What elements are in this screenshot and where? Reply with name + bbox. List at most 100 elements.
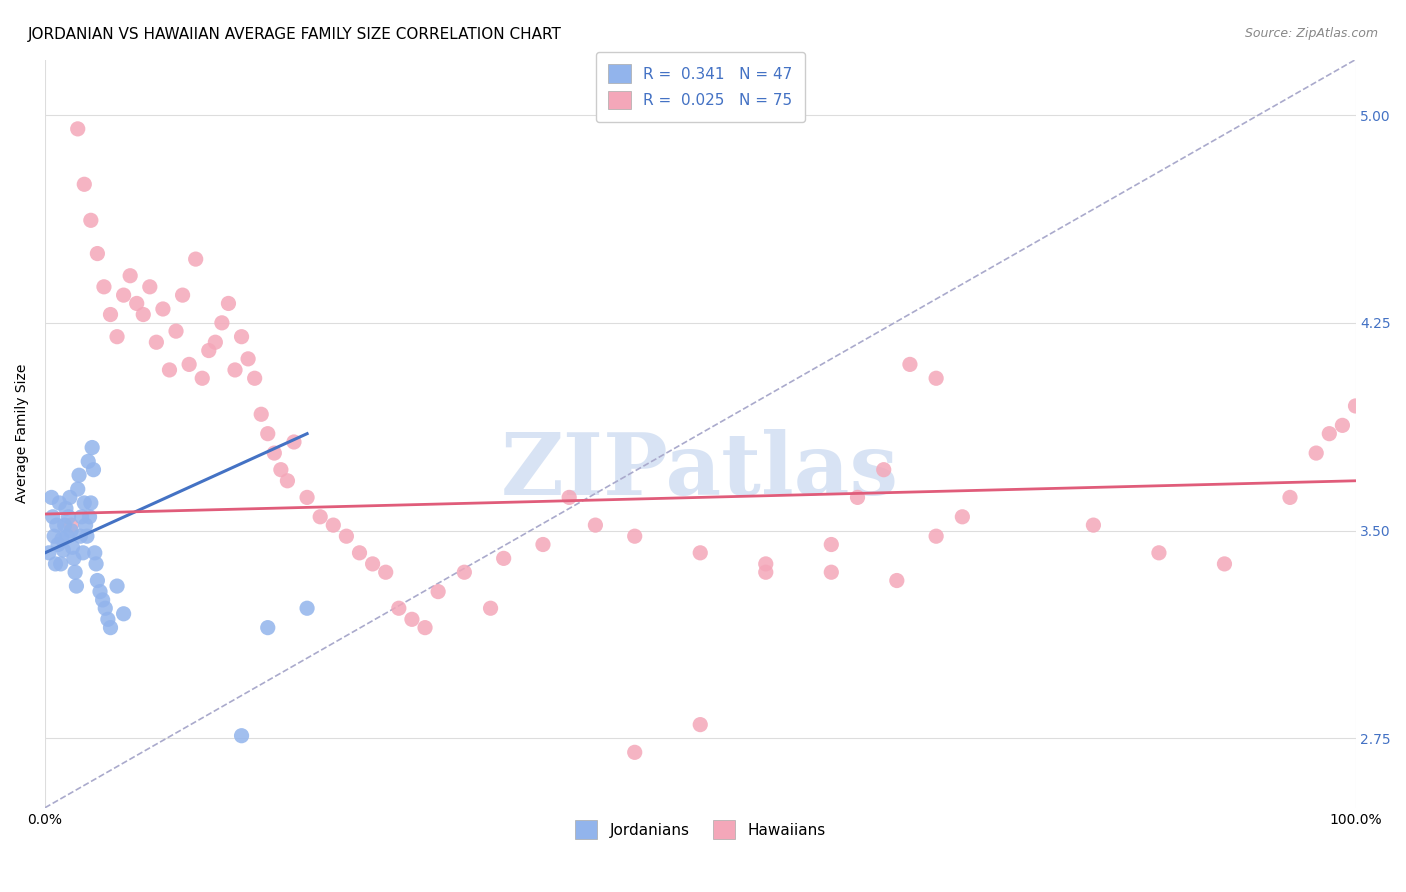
Hawaiians <box>1317 426 1340 441</box>
Hawaiians <box>820 537 842 551</box>
Hawaiians <box>873 463 896 477</box>
Hawaiians <box>1331 418 1354 433</box>
Jordanians <box>66 482 89 496</box>
Hawaiians <box>1083 518 1105 533</box>
Jordanians <box>86 574 108 588</box>
Jordanians <box>58 509 80 524</box>
Hawaiians <box>73 178 96 192</box>
Hawaiians <box>86 246 108 260</box>
Hawaiians <box>250 407 273 421</box>
Hawaiians <box>243 371 266 385</box>
Hawaiians <box>66 121 89 136</box>
Hawaiians <box>283 435 305 450</box>
Hawaiians <box>184 252 207 266</box>
Hawaiians <box>145 335 167 350</box>
Jordanians <box>77 454 100 468</box>
Jordanians <box>79 509 101 524</box>
Jordanians <box>52 543 75 558</box>
Jordanians <box>60 524 83 538</box>
Jordanians <box>89 584 111 599</box>
Hawaiians <box>898 358 921 372</box>
Jordanians <box>82 441 104 455</box>
Jordanians <box>97 612 120 626</box>
Hawaiians <box>846 491 869 505</box>
Hawaiians <box>1147 546 1170 560</box>
Hawaiians <box>172 288 194 302</box>
Hawaiians <box>276 474 298 488</box>
Hawaiians <box>1213 557 1236 571</box>
Jordanians <box>100 621 122 635</box>
Hawaiians <box>179 358 201 372</box>
Jordanians <box>42 509 65 524</box>
Jordanians <box>295 601 318 615</box>
Jordanians <box>56 529 79 543</box>
Hawaiians <box>479 601 502 615</box>
Legend: Jordanians, Hawaiians: Jordanians, Hawaiians <box>568 814 832 845</box>
Hawaiians <box>105 329 128 343</box>
Hawaiians <box>925 529 948 543</box>
Hawaiians <box>263 446 285 460</box>
Hawaiians <box>689 546 711 560</box>
Jordanians <box>76 529 98 543</box>
Hawaiians <box>886 574 908 588</box>
Hawaiians <box>191 371 214 385</box>
Jordanians <box>73 496 96 510</box>
Hawaiians <box>413 621 436 635</box>
Hawaiians <box>623 745 645 759</box>
Hawaiians <box>1344 399 1367 413</box>
Hawaiians <box>309 509 332 524</box>
Hawaiians <box>689 717 711 731</box>
Hawaiians <box>295 491 318 505</box>
Text: Source: ZipAtlas.com: Source: ZipAtlas.com <box>1244 27 1378 40</box>
Jordanians <box>75 518 97 533</box>
Hawaiians <box>401 612 423 626</box>
Jordanians <box>80 496 103 510</box>
Hawaiians <box>270 463 292 477</box>
Jordanians <box>83 546 105 560</box>
Hawaiians <box>388 601 411 615</box>
Jordanians <box>41 491 63 505</box>
Hawaiians <box>427 584 450 599</box>
Hawaiians <box>349 546 371 560</box>
Jordanians <box>69 529 91 543</box>
Jordanians <box>62 551 84 566</box>
Hawaiians <box>93 280 115 294</box>
Text: JORDANIAN VS HAWAIIAN AVERAGE FAMILY SIZE CORRELATION CHART: JORDANIAN VS HAWAIIAN AVERAGE FAMILY SIZ… <box>28 27 562 42</box>
Jordanians <box>67 468 90 483</box>
Jordanians <box>51 532 73 546</box>
Jordanians <box>59 491 82 505</box>
Hawaiians <box>492 551 515 566</box>
Hawaiians <box>374 566 396 580</box>
Jordanians <box>70 509 93 524</box>
Hawaiians <box>112 288 135 302</box>
Hawaiians <box>1305 446 1327 460</box>
Hawaiians <box>231 329 253 343</box>
Hawaiians <box>152 301 174 316</box>
Hawaiians <box>335 529 357 543</box>
Hawaiians <box>453 566 475 580</box>
Hawaiians <box>583 518 606 533</box>
Hawaiians <box>125 296 148 310</box>
Text: ZIPatlas: ZIPatlas <box>502 429 900 513</box>
Hawaiians <box>217 296 239 310</box>
Hawaiians <box>139 280 162 294</box>
Jordanians <box>45 518 67 533</box>
Jordanians <box>82 463 104 477</box>
Hawaiians <box>132 308 155 322</box>
Jordanians <box>55 501 77 516</box>
Hawaiians <box>755 566 778 580</box>
Jordanians <box>62 541 84 555</box>
Jordanians <box>53 518 76 533</box>
Hawaiians <box>925 371 948 385</box>
Hawaiians <box>236 351 259 366</box>
Hawaiians <box>531 537 554 551</box>
Hawaiians <box>165 324 187 338</box>
Hawaiians <box>820 566 842 580</box>
Hawaiians <box>100 308 122 322</box>
Hawaiians <box>197 343 219 358</box>
Jordanians <box>94 601 117 615</box>
Jordanians <box>105 579 128 593</box>
Jordanians <box>44 529 66 543</box>
Hawaiians <box>224 363 246 377</box>
Jordanians <box>38 546 60 560</box>
